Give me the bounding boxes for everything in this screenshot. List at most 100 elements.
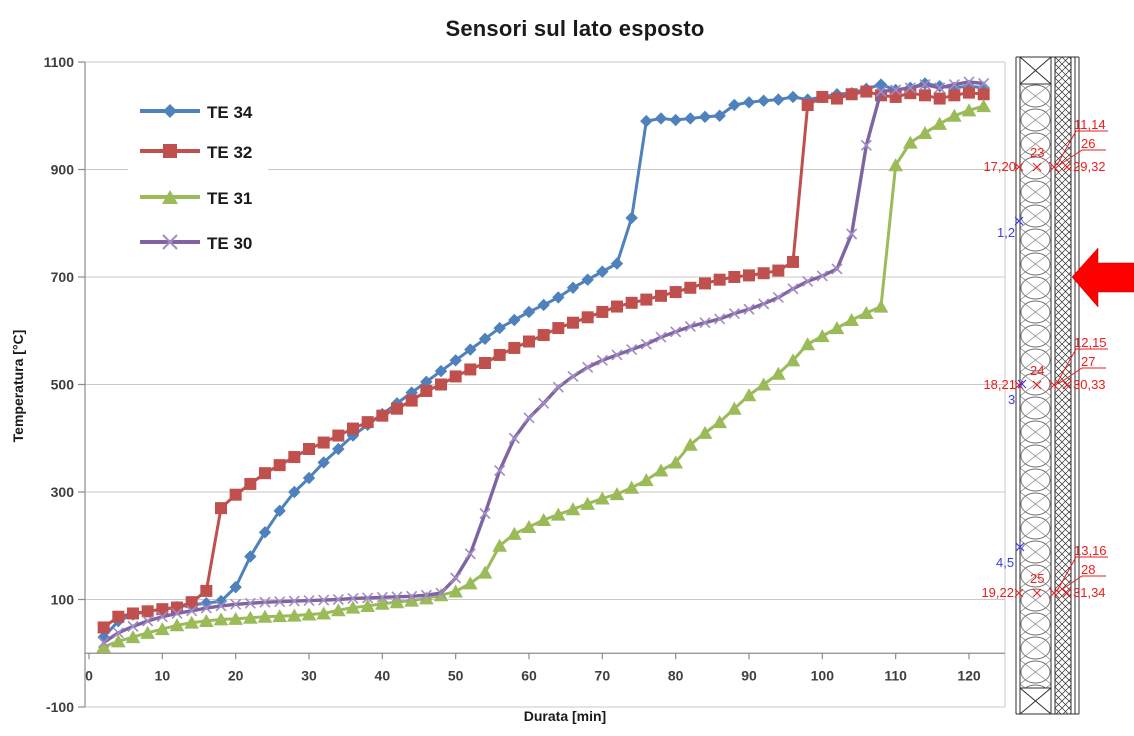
sensor-label: 23 xyxy=(1030,145,1045,160)
diamond-marker-icon xyxy=(610,257,624,270)
diamond-marker-icon xyxy=(244,550,257,563)
square-marker-icon xyxy=(141,605,154,618)
x-marker-icon xyxy=(699,317,711,329)
square-marker-icon xyxy=(669,286,682,299)
x-marker-icon xyxy=(640,338,652,350)
x-marker-icon xyxy=(684,320,696,333)
triangle-marker-icon xyxy=(550,507,566,521)
diamond-marker-icon xyxy=(434,364,448,378)
triangle-marker-icon xyxy=(242,610,258,624)
diamond-marker-icon xyxy=(522,305,536,319)
x-marker-icon xyxy=(904,82,916,94)
diamond-marker-icon xyxy=(464,343,477,356)
x-marker-icon xyxy=(802,275,814,287)
triangle-marker-icon xyxy=(330,603,346,617)
x-marker-icon xyxy=(787,283,799,295)
x-marker-icon xyxy=(963,76,975,88)
square-marker-icon xyxy=(581,311,594,324)
square-marker-icon xyxy=(126,607,139,620)
y-tick-label: 500 xyxy=(51,377,75,393)
x-marker-icon xyxy=(244,597,256,609)
sensor-label: 28 xyxy=(1081,562,1096,577)
diamond-marker-icon xyxy=(288,485,301,499)
triangle-marker-icon xyxy=(726,401,742,415)
square-marker-icon xyxy=(596,305,609,318)
square-marker-icon xyxy=(317,436,330,449)
x-marker-icon xyxy=(435,587,447,599)
x-marker-icon xyxy=(362,592,374,604)
square-marker-icon xyxy=(332,429,345,442)
x-marker-icon xyxy=(523,412,535,424)
triangle-marker-icon xyxy=(844,312,860,326)
diamond-marker-icon xyxy=(786,90,800,104)
triangle-marker-icon xyxy=(198,613,214,627)
square-marker-icon xyxy=(346,422,359,435)
x-tick-label: 90 xyxy=(741,667,757,683)
x-marker-icon xyxy=(494,464,506,477)
square-marker-icon xyxy=(449,370,462,383)
x-marker-icon xyxy=(611,349,623,361)
sensor-label: 27 xyxy=(1081,354,1096,369)
diamond-marker-icon xyxy=(229,580,242,594)
triangle-marker-icon xyxy=(741,388,757,402)
x-tick-label: 20 xyxy=(228,667,244,683)
triangle-marker-icon xyxy=(184,615,200,629)
square-marker-icon xyxy=(508,341,521,354)
sensor-label: 17,20 xyxy=(983,159,1016,174)
x-tick-label: 60 xyxy=(521,667,537,683)
y-tick-label: 900 xyxy=(51,162,75,178)
triangle-marker-icon xyxy=(961,103,977,117)
triangle-marker-icon xyxy=(653,463,669,477)
diamond-marker-icon xyxy=(669,113,682,127)
square-marker-icon xyxy=(288,451,301,464)
diamond-marker-icon xyxy=(317,456,330,469)
x-marker-icon xyxy=(948,79,960,91)
triangle-marker-icon xyxy=(946,108,962,122)
diamond-marker-icon xyxy=(757,94,770,107)
x-marker-icon xyxy=(758,298,770,310)
square-marker-icon xyxy=(464,363,477,376)
legend-swatch-svg xyxy=(140,103,200,118)
diamond-marker-icon xyxy=(537,298,550,312)
sensor-marks-red xyxy=(1014,161,1072,599)
te32-line-square-marker-icon xyxy=(138,142,202,165)
sensor-label: 30,33 xyxy=(1073,377,1106,392)
x-marker-icon xyxy=(655,331,667,343)
diamond-marker-icon xyxy=(772,93,785,106)
sensor-label: 12,15 xyxy=(1074,335,1107,350)
triangle-marker-icon xyxy=(829,321,845,335)
triangle-marker-icon xyxy=(756,377,772,391)
square-marker-icon xyxy=(200,584,213,597)
square-marker-icon xyxy=(786,255,799,268)
x-marker-icon xyxy=(230,598,242,610)
diamond-marker-icon xyxy=(713,109,726,122)
crosshatch-layer xyxy=(1054,56,1072,715)
square-marker-icon xyxy=(625,296,638,309)
legend-item-te30: TE 30 xyxy=(138,233,252,256)
x-marker-icon xyxy=(391,591,403,603)
diamond-marker-icon xyxy=(449,354,462,367)
sensor-label: 11,14 xyxy=(1074,117,1106,132)
diamond-marker-icon xyxy=(625,211,638,225)
te31-line-triangle-marker-icon xyxy=(138,188,202,211)
bottom-cap-x-brace xyxy=(1019,687,1052,715)
x-marker-icon xyxy=(816,270,828,282)
square-marker-icon xyxy=(112,610,125,623)
square-marker-icon xyxy=(97,621,110,634)
triangle-marker-icon xyxy=(492,538,508,552)
triangle-marker-icon xyxy=(125,630,141,644)
diamond-marker-icon xyxy=(302,471,316,485)
te30-line-x-marker-icon xyxy=(138,233,202,256)
x-marker-icon xyxy=(142,615,154,627)
x-marker-icon xyxy=(186,605,198,617)
x-marker-icon xyxy=(508,432,520,444)
x-tick-label: 100 xyxy=(811,667,835,683)
triangle-marker-icon xyxy=(668,455,684,469)
triangle-marker-icon xyxy=(169,618,185,632)
square-marker-icon xyxy=(816,90,829,103)
square-marker-icon xyxy=(420,384,433,397)
triangle-marker-icon xyxy=(272,609,288,623)
legend-swatch-svg xyxy=(140,233,200,250)
square-marker-icon xyxy=(772,264,785,277)
